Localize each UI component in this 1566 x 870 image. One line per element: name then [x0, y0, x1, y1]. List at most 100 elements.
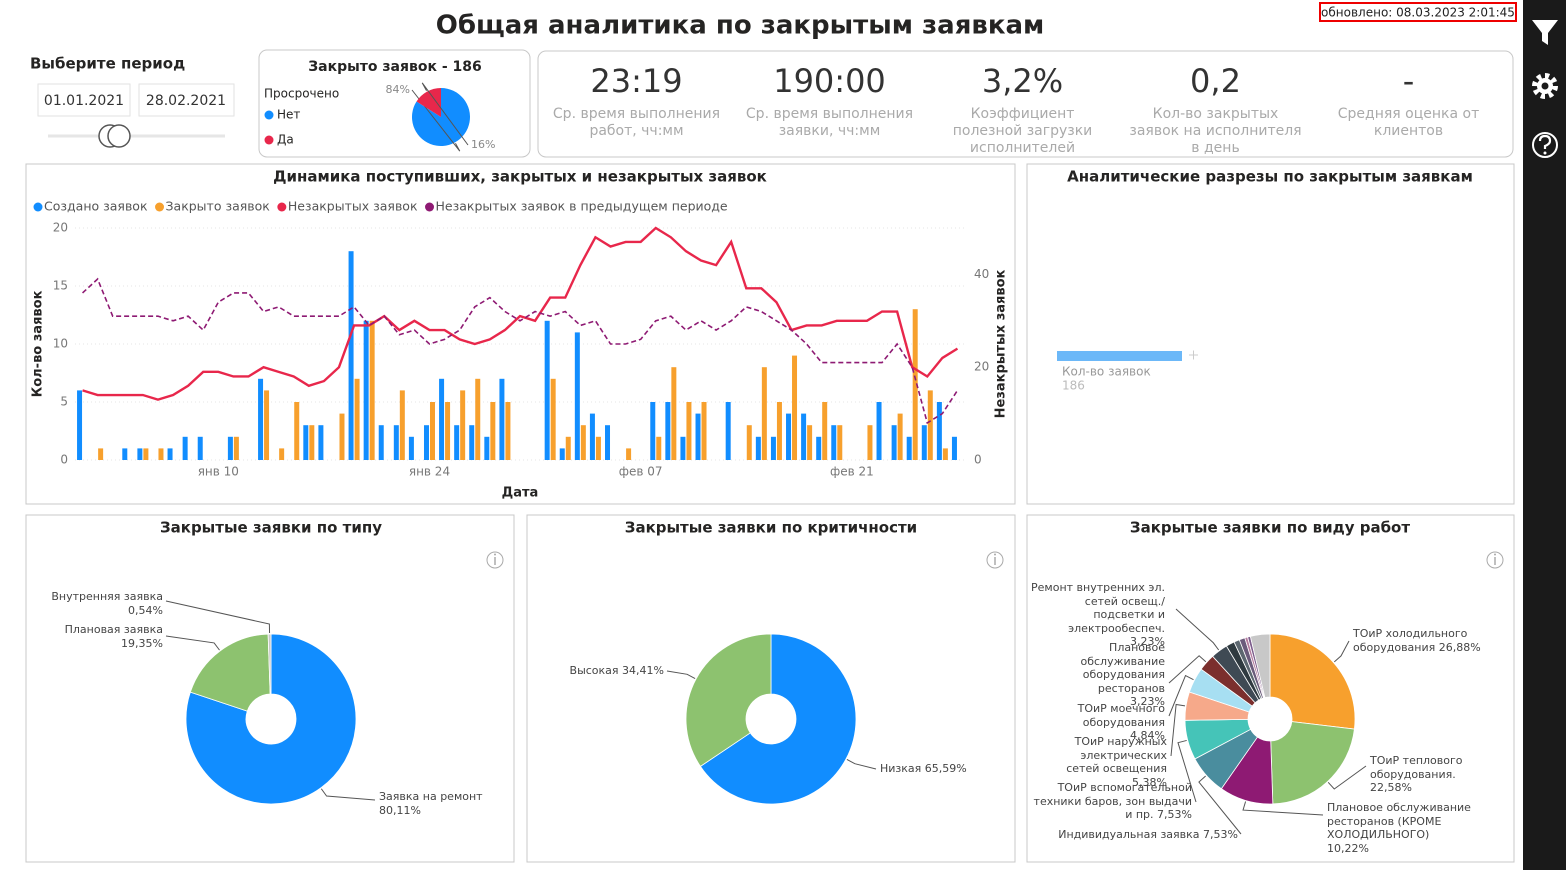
date-end-box[interactable]: [138, 83, 235, 117]
slice-name: Внутренняя заявка: [51, 590, 163, 603]
bar: [559, 448, 565, 460]
slider-handle[interactable]: [107, 124, 131, 148]
slice-value: 4,84%: [1130, 729, 1165, 742]
pie-slice: [1270, 721, 1355, 805]
bar: [182, 436, 188, 460]
leader-line: [1175, 608, 1220, 651]
slice-value: 22,58%: [1370, 781, 1412, 794]
bar: [770, 436, 776, 460]
leader-line: [1168, 655, 1207, 684]
slice-label: Плановое обслуживание ресторанов (КРОМЕ …: [1327, 801, 1472, 855]
line-series: [81, 277, 959, 425]
bar: [595, 436, 601, 460]
slice-value: 7,53%: [1203, 828, 1238, 841]
bar: [454, 425, 460, 460]
bar: [258, 378, 264, 460]
help-icon[interactable]: [1532, 132, 1558, 158]
slice-label: Высокая 34,41%: [554, 664, 664, 678]
x-tick-label: фев 07: [619, 465, 663, 479]
leader-line: [846, 759, 877, 770]
bar: [318, 425, 324, 460]
bar: [942, 448, 948, 460]
slice-label: ТОиР моечного оборудования 4,84%: [1045, 702, 1165, 743]
bar: [475, 378, 481, 460]
bar: [867, 425, 873, 460]
x-tick-label: янв 10: [198, 465, 239, 479]
legend-label: Нет: [277, 108, 300, 122]
bar: [77, 390, 83, 460]
y2-tick-label: 0: [974, 453, 982, 467]
bar: [912, 309, 918, 460]
period-label: Выберите период: [30, 55, 185, 73]
slice-label: 84%: [372, 83, 410, 97]
bar: [671, 367, 677, 460]
slice-value: 10,22%: [1327, 841, 1369, 855]
line-series: [82, 226, 959, 401]
y2-axis-title: Незакрытых заявок: [994, 269, 1009, 418]
category-label: Кол-во заявок: [1062, 365, 1151, 379]
leader-line: [1327, 765, 1367, 790]
bar: [309, 425, 315, 460]
bar: [439, 378, 445, 460]
slice-name: ТОиР теплового оборудования.: [1370, 754, 1463, 781]
slice-name: Плановое обслуживание оборудования ресто…: [1080, 641, 1166, 695]
filter-icon[interactable]: [1532, 20, 1558, 45]
slice-value: 84%: [385, 83, 410, 96]
chart-title: Закрытые заявки по типу: [160, 519, 382, 537]
legend-label: Закрыто заявок: [166, 199, 271, 214]
kpi-label: Кол-во закрытых заявок на исполнителя в …: [1129, 106, 1302, 156]
bar: [725, 402, 731, 460]
updated-box: [1319, 2, 1517, 22]
bar: [484, 436, 490, 460]
settings-icon[interactable]: [1532, 73, 1558, 99]
info-icon[interactable]: [486, 551, 504, 569]
slice-name: ТОиР моечного оборудования: [1077, 702, 1165, 729]
date-start-box[interactable]: [37, 83, 131, 117]
bar: [158, 448, 164, 460]
info-icon[interactable]: [986, 551, 1004, 569]
bar: [816, 436, 822, 460]
bar: [665, 402, 671, 460]
pie-slice: [189, 633, 271, 712]
bar: [650, 402, 656, 460]
bar: [348, 251, 354, 460]
slice-value: 3,23%: [1130, 635, 1165, 648]
slice-value: 34,41%: [622, 664, 664, 677]
pie-slice: [267, 633, 272, 695]
bar: [469, 425, 475, 460]
slice-name: Заявка на ремонт: [379, 790, 483, 803]
bar: [801, 413, 807, 460]
legend-swatch: [33, 202, 43, 212]
slice-name: Низкая: [880, 762, 922, 775]
bar: [143, 448, 149, 460]
bar: [279, 448, 285, 460]
slice-value: 80,11%: [379, 803, 421, 817]
slice-value: 26,88%: [1438, 640, 1481, 654]
slice-name: Ремонт внутренних эл. сетей освещ./подсв…: [1031, 581, 1165, 635]
legend-label: Незакрытых заявок в предыдущем периоде: [436, 199, 728, 214]
bar: [565, 436, 571, 460]
bar: [378, 425, 384, 460]
bar: [445, 402, 451, 460]
bar: [837, 425, 843, 460]
bar: [776, 402, 782, 460]
bar: [831, 425, 837, 460]
bar: [550, 378, 556, 460]
y2-tick-label: 40: [974, 267, 989, 281]
info-icon[interactable]: [1486, 551, 1504, 569]
legend-swatch: [264, 110, 274, 120]
bar: [294, 402, 300, 460]
pie-slice: [699, 633, 857, 805]
chart-title: Закрыто заявок - 186: [308, 59, 482, 75]
slice-name: Плановое обслуживание ресторанов (КРОМЕ …: [1327, 801, 1471, 841]
date-end: 28.02.2021: [146, 93, 226, 109]
bar: [580, 425, 586, 460]
x-axis-title: Дата: [502, 486, 539, 501]
slice-value: 65,59%: [924, 762, 967, 775]
bar: [393, 425, 399, 460]
slice-label: ТОиР холодильного оборудования 26,88%: [1353, 627, 1483, 654]
slice-value: 5,38%: [1132, 775, 1167, 789]
slice-label: Ремонт внутренних эл. сетей освещ./подсв…: [1030, 581, 1165, 649]
bar: [264, 390, 270, 460]
